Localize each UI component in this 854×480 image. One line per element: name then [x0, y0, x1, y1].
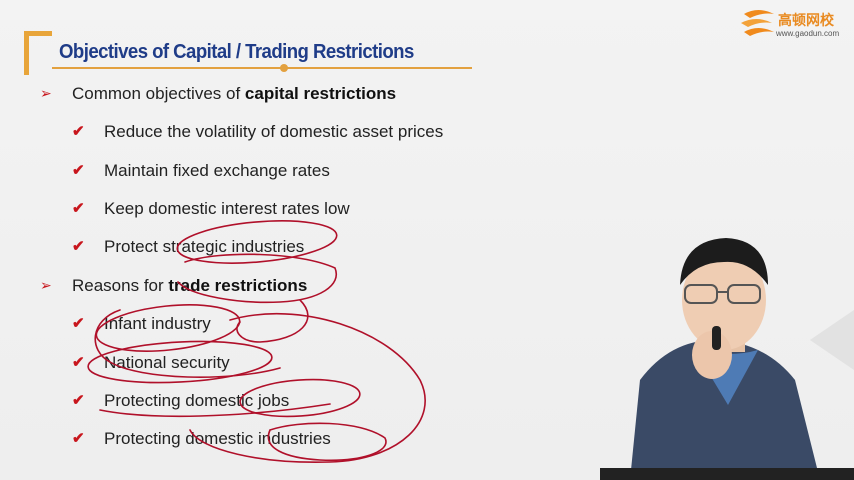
title-underline-dot — [280, 64, 288, 72]
list-item-text: Maintain fixed exchange rates — [104, 161, 330, 180]
checkmark-icon: ✔ — [72, 354, 85, 371]
slide-title: Objectives of Capital / Trading Restrict… — [59, 41, 414, 63]
list-item-text: National security — [104, 353, 230, 372]
title-underline — [52, 67, 472, 69]
logo-swirl-icon — [741, 10, 774, 36]
checkmark-icon: ✔ — [72, 392, 85, 409]
section-heading-text: Common objectives of capital restriction… — [72, 84, 397, 103]
checkmark-icon: ✔ — [72, 200, 85, 217]
list-item-text: Protecting domestic jobs — [104, 391, 290, 410]
title-bracket — [24, 31, 29, 75]
arrow-bullet-icon: ➢ — [40, 85, 52, 101]
list-item-text: Reduce the volatility of domestic asset … — [104, 122, 444, 141]
checkmark-icon: ✔ — [72, 123, 85, 140]
presenter-video — [600, 238, 854, 480]
arrow-bullet-icon: ➢ — [40, 277, 52, 293]
logo-name: 高顿网校 — [778, 13, 834, 29]
gaodun-logo: 高顿网校 www.gaodun.com — [738, 5, 850, 41]
checkmark-icon: ✔ — [72, 162, 85, 179]
list-item-text: Infant industry — [104, 314, 211, 333]
section-heading-text: Reasons for trade restrictions — [72, 276, 308, 295]
title-bracket-top — [24, 31, 52, 36]
list-item-text: Protect strategic industries — [104, 237, 305, 256]
checkmark-icon: ✔ — [72, 315, 85, 332]
list-item-text: Keep domestic interest rates low — [104, 199, 350, 218]
checkmark-icon: ✔ — [72, 238, 85, 255]
logo-url: www.gaodun.com — [776, 29, 840, 38]
list-item-text: Protecting domestic industries — [104, 429, 331, 448]
checkmark-icon: ✔ — [72, 430, 85, 447]
